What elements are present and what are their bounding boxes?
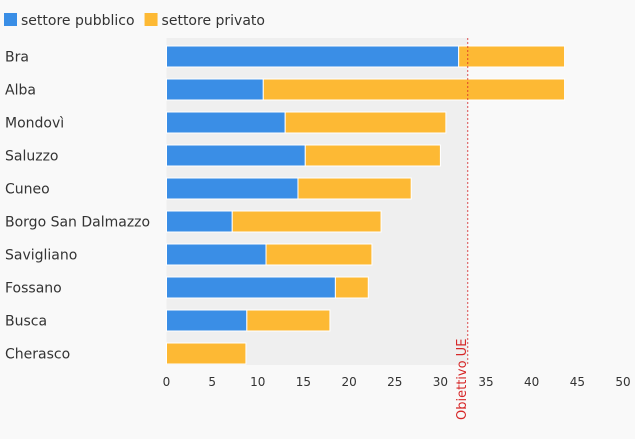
legend: settore pubblico settore privato	[4, 13, 265, 29]
reference-line-label: Obiettivo UE	[455, 339, 470, 420]
bar-privato	[265, 243, 373, 266]
x-tick-label: 10	[250, 375, 265, 389]
x-tick-label: 45	[570, 375, 585, 389]
x-tick-label: 35	[478, 375, 493, 389]
bar-pubblico	[166, 309, 248, 332]
x-tick-label: 50	[615, 375, 630, 389]
legend-swatch-1	[144, 13, 158, 26]
x-tick-label: 25	[387, 375, 402, 389]
x-tick-label: 0	[163, 375, 171, 389]
bar-privato	[246, 309, 331, 332]
legend-label-0: settore pubblico	[21, 13, 135, 29]
bar-pubblico	[166, 276, 336, 299]
category-label: Saluzzo	[5, 149, 59, 165]
legend-swatch-0	[4, 13, 17, 26]
bar-pubblico	[166, 111, 286, 134]
category-labels: Bra Alba Mondovì Saluzzo Cuneo Borgo San Dalm…	[5, 50, 150, 363]
bar-pubblico	[166, 45, 460, 68]
reference-line-group: Obiettivo UE	[455, 38, 470, 420]
x-tick-label: 5	[208, 375, 216, 389]
x-tick-label: 40	[524, 375, 539, 389]
bar-privato	[297, 177, 412, 200]
legend-label-1: settore privato	[162, 13, 265, 29]
bar-pubblico	[166, 177, 299, 200]
category-label: Busca	[5, 314, 47, 330]
bar-privato	[304, 144, 441, 167]
x-tick-label: 15	[296, 375, 311, 389]
x-tick-label: 20	[341, 375, 356, 389]
bar-privato	[262, 78, 566, 101]
bar-pubblico	[166, 243, 267, 266]
category-label: Savigliano	[5, 248, 77, 264]
bar-pubblico	[166, 210, 233, 233]
category-label: Bra	[5, 50, 29, 66]
bar-privato	[334, 276, 369, 299]
bars	[166, 45, 566, 365]
bar-pubblico	[166, 78, 264, 101]
bar-privato	[166, 342, 247, 365]
category-label: Mondovì	[5, 116, 64, 132]
bar-pubblico	[166, 144, 306, 167]
bar-privato	[458, 45, 566, 68]
category-label: Cuneo	[5, 182, 50, 198]
category-label: Fossano	[5, 281, 62, 297]
category-label: Alba	[5, 83, 36, 99]
category-label: Cherasco	[5, 347, 70, 363]
x-axis-ticks: 0 5 10 15 20 25 30 35 40 45 50	[163, 375, 631, 389]
bar-privato	[284, 111, 447, 134]
category-label: Borgo San Dalmazzo	[5, 215, 150, 231]
x-tick-label: 30	[433, 375, 448, 389]
bar-privato	[231, 210, 382, 233]
